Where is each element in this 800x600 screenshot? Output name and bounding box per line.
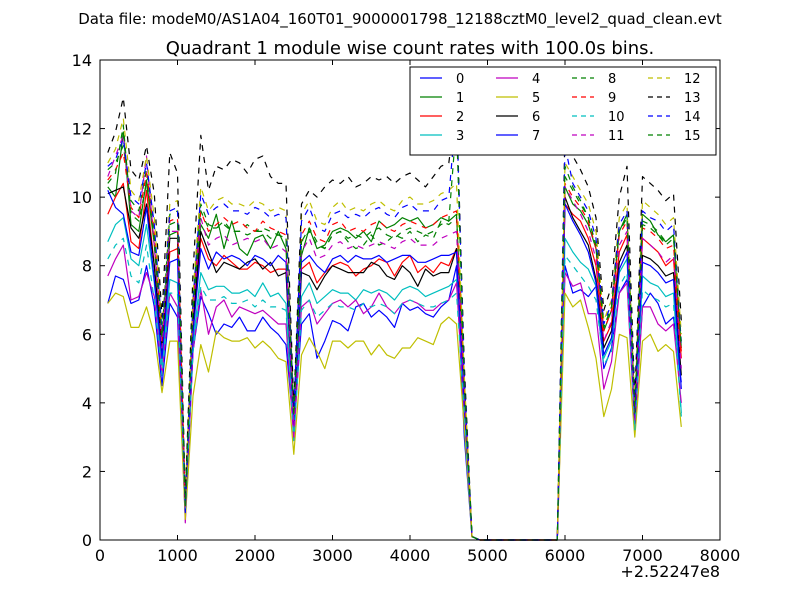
y-tick-label: 10 [72, 188, 92, 207]
series-line-6 [107, 186, 682, 541]
x-axis: 0 1000 2000 3000 4000 5000 6000 7000 8000 [95, 60, 740, 565]
x-tick-label: 6000 [545, 546, 586, 565]
legend-label-10: 10 [608, 110, 625, 125]
series-line-15 [107, 121, 682, 541]
legend-label-1: 1 [456, 91, 464, 106]
legend-box [409, 66, 717, 156]
legend-label-9: 9 [608, 91, 616, 106]
y-tick-label: 14 [72, 51, 92, 70]
x-tick-label: 0 [95, 546, 105, 565]
series-line-2 [107, 182, 682, 541]
y-tick-label: 8 [82, 257, 92, 276]
x-tick-label: 4000 [390, 546, 431, 565]
y-tick-label: 12 [72, 120, 92, 139]
series-line-14 [107, 107, 682, 541]
plot-series [107, 97, 682, 541]
series-line-1 [107, 131, 682, 541]
x-offset-label: +2.52247e8 [620, 562, 720, 581]
x-tick-label: 8000 [700, 546, 741, 565]
legend-label-15: 15 [684, 129, 701, 144]
chart-title: Quadrant 1 module wise count rates with … [166, 38, 655, 59]
legend-label-0: 0 [456, 72, 464, 87]
legend-label-3: 3 [456, 129, 464, 144]
x-tick-label: 5000 [467, 546, 508, 565]
legend-label-2: 2 [456, 110, 464, 125]
x-tick-label: 1000 [157, 546, 198, 565]
legend-label-13: 13 [684, 91, 701, 106]
chart-suptitle: Data file: modeM0/AS1A04_160T01_90000017… [78, 10, 722, 29]
series-line-5 [107, 292, 682, 541]
legend-label-6: 6 [532, 110, 540, 125]
series-line-9 [107, 152, 682, 541]
legend-label-5: 5 [532, 91, 540, 106]
x-tick-label: 2000 [235, 546, 276, 565]
legend-label-12: 12 [684, 72, 701, 87]
y-tick-label: 6 [82, 325, 92, 344]
y-tick-label: 4 [82, 394, 92, 413]
y-tick-label: 2 [82, 462, 92, 481]
x-tick-label: 7000 [622, 546, 663, 565]
series-line-10 [107, 237, 682, 541]
series-line-12 [107, 117, 682, 541]
legend-label-4: 4 [532, 72, 540, 87]
series-line-3 [107, 217, 682, 541]
series-line-11 [107, 134, 682, 541]
legend-label-8: 8 [608, 72, 616, 87]
y-tick-label: 0 [82, 531, 92, 550]
series-line-7 [107, 190, 682, 541]
x-tick-label: 3000 [312, 546, 353, 565]
legend-label-7: 7 [532, 129, 540, 144]
series-line-13 [107, 97, 682, 541]
legend-label-11: 11 [608, 129, 625, 144]
legend-label-14: 14 [684, 110, 701, 125]
